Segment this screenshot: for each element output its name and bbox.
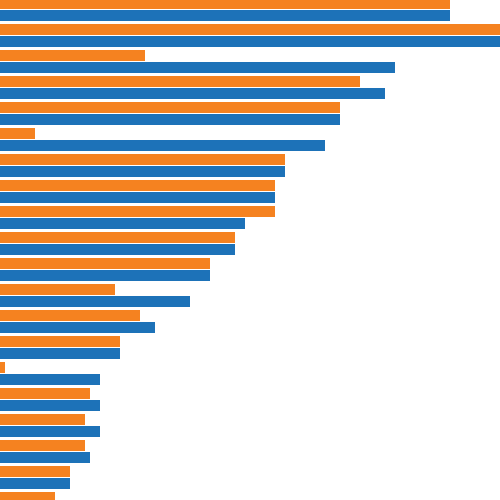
bar-row <box>0 258 500 269</box>
bar-row <box>0 206 500 217</box>
bar-row <box>0 128 500 139</box>
bar-row <box>0 36 500 47</box>
bar-row <box>0 374 500 385</box>
bar-series-b <box>0 88 385 99</box>
bar-series-b <box>0 10 450 21</box>
bar-series-a <box>0 466 70 477</box>
bar-row <box>0 270 500 281</box>
bar-row <box>0 50 500 61</box>
bar-series-b <box>0 478 70 489</box>
bar-series-a <box>0 414 85 425</box>
bar-series-a <box>0 388 90 399</box>
bar-row <box>0 388 500 399</box>
bar-series-b <box>0 348 120 359</box>
bar-series-b <box>0 36 500 47</box>
bar-row <box>0 76 500 87</box>
bar-row <box>0 180 500 191</box>
bar-row <box>0 492 500 500</box>
bar-row <box>0 232 500 243</box>
bar-row <box>0 452 500 463</box>
bar-row <box>0 24 500 35</box>
bar-series-b <box>0 322 155 333</box>
bar-chart <box>0 0 500 500</box>
bar-series-b <box>0 166 285 177</box>
bar-row <box>0 336 500 347</box>
bar-series-b <box>0 270 210 281</box>
bar-series-a <box>0 180 275 191</box>
bar-row <box>0 10 500 21</box>
bar-series-a <box>0 232 235 243</box>
bar-series-b <box>0 374 100 385</box>
bar-row <box>0 166 500 177</box>
bar-series-a <box>0 154 285 165</box>
bar-row <box>0 102 500 113</box>
bar-row <box>0 426 500 437</box>
bar-series-a <box>0 128 35 139</box>
bar-row <box>0 400 500 411</box>
bar-row <box>0 478 500 489</box>
bar-row <box>0 348 500 359</box>
bar-series-b <box>0 114 340 125</box>
bar-series-a <box>0 336 120 347</box>
bar-series-a <box>0 258 210 269</box>
bar-series-b <box>0 426 100 437</box>
bar-series-a <box>0 24 500 35</box>
bar-row <box>0 218 500 229</box>
bar-row <box>0 296 500 307</box>
bar-series-a <box>0 284 115 295</box>
bar-series-a <box>0 0 450 9</box>
bar-row <box>0 244 500 255</box>
bar-series-a <box>0 206 275 217</box>
bar-series-b <box>0 400 100 411</box>
bar-row <box>0 284 500 295</box>
bar-row <box>0 140 500 151</box>
bar-series-b <box>0 140 325 151</box>
bar-series-a <box>0 310 140 321</box>
bar-series-a <box>0 76 360 87</box>
bar-series-a <box>0 102 340 113</box>
bar-series-a <box>0 492 55 500</box>
bar-series-a <box>0 440 85 451</box>
bar-row <box>0 414 500 425</box>
bar-series-b <box>0 244 235 255</box>
bar-series-b <box>0 218 245 229</box>
bar-row <box>0 362 500 373</box>
bar-row <box>0 192 500 203</box>
bar-row <box>0 114 500 125</box>
bar-row <box>0 466 500 477</box>
bar-row <box>0 0 500 9</box>
bar-series-b <box>0 62 395 73</box>
bar-row <box>0 322 500 333</box>
bar-series-b <box>0 192 275 203</box>
bar-row <box>0 62 500 73</box>
bar-row <box>0 440 500 451</box>
bar-row <box>0 154 500 165</box>
bar-series-a <box>0 362 5 373</box>
bar-series-b <box>0 296 190 307</box>
bar-series-b <box>0 452 90 463</box>
bar-row <box>0 310 500 321</box>
bar-row <box>0 88 500 99</box>
bar-series-a <box>0 50 145 61</box>
